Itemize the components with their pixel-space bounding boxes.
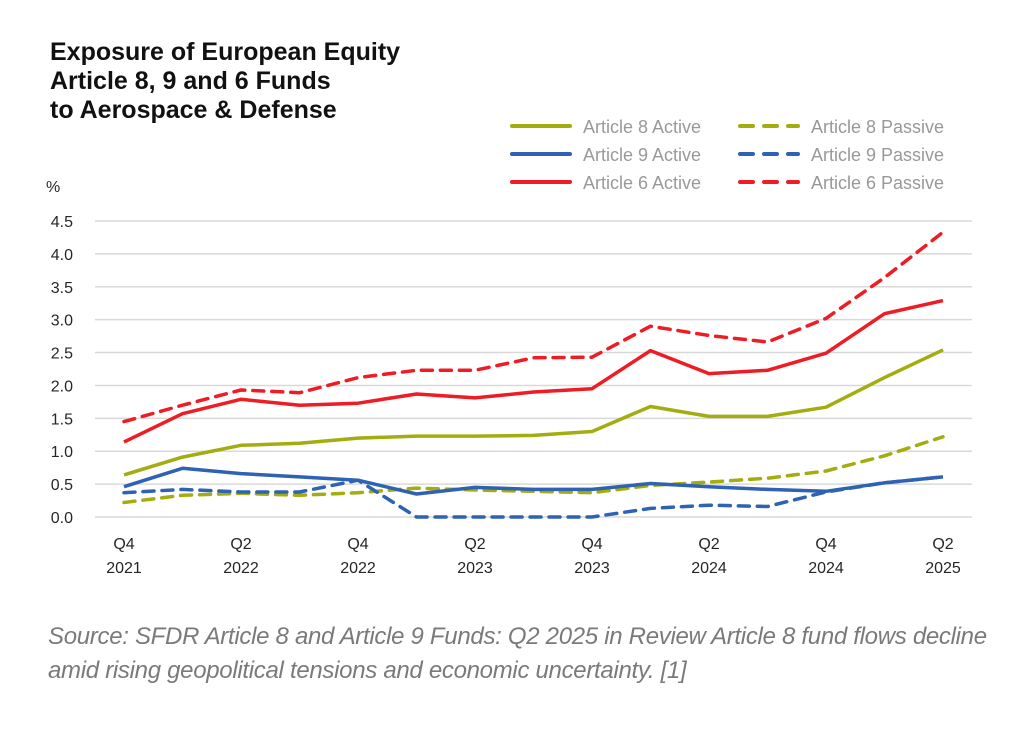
x-tick-label-year: 2023 — [574, 560, 610, 577]
y-tick-label: 4.5 — [51, 214, 73, 231]
x-tick-label-quarter: Q2 — [464, 536, 485, 553]
legend-label: Article 6 Passive — [811, 173, 944, 193]
series-line-article-9-passive — [122, 475, 945, 519]
y-tick-label: 2.0 — [51, 378, 73, 395]
legend-label: Article 8 Passive — [811, 117, 944, 137]
series-line-article-8-active — [123, 348, 944, 477]
x-tick-label-quarter: Q4 — [347, 536, 368, 553]
chart-title-line-2: Article 8, 9 and 6 Funds — [50, 67, 331, 95]
legend-label: Article 9 Active — [583, 145, 701, 165]
x-tick-label-quarter: Q2 — [230, 536, 251, 553]
legend: Article 8 Active Article 8 Passive Article… — [510, 117, 944, 193]
source-note: Source: SFDR Article 8 and Article 9 Fun… — [48, 623, 987, 684]
y-tick-label: 3.5 — [51, 280, 73, 297]
y-tick-label: 4.0 — [51, 247, 73, 264]
x-tick-label-year: 2023 — [457, 560, 493, 577]
y-tick-label: 2.5 — [51, 346, 73, 363]
x-tick-label-quarter: Q4 — [113, 536, 134, 553]
y-axis-label: % — [46, 179, 60, 196]
series-line-article-8-passive — [122, 435, 945, 505]
x-tick-label-year: 2022 — [340, 560, 376, 577]
y-tick-label: 1.0 — [51, 444, 73, 461]
series-line-article-6-passive — [122, 230, 945, 424]
series-line-article-6-active — [123, 298, 944, 444]
legend-label: Article 8 Active — [583, 117, 701, 137]
x-tick-label-quarter: Q4 — [581, 536, 602, 553]
x-tick-label-year: 2024 — [691, 560, 727, 577]
x-axis: Q4 2021 Q2 2022 Q4 2022 Q2 2023 Q4 2023 Q2 2024 Q4 20… — [106, 536, 961, 577]
legend-label: Article 9 Passive — [811, 145, 944, 165]
x-tick-label-quarter: Q2 — [932, 536, 953, 553]
chart-title-line-3: to Aerospace & Defense — [50, 96, 337, 124]
legend-label: Article 6 Active — [583, 173, 701, 193]
gridlines — [95, 220, 972, 518]
series-lines — [122, 230, 945, 519]
y-tick-label: 1.5 — [51, 411, 73, 428]
x-tick-label-year: 2025 — [925, 560, 961, 577]
x-tick-label-year: 2022 — [223, 560, 259, 577]
y-tick-label: 3.0 — [51, 313, 73, 330]
x-tick-label-year: 2024 — [808, 560, 844, 577]
y-tick-label: 0.5 — [51, 477, 73, 494]
chart-title: Exposure of European Equity Article 8, 9… — [50, 38, 400, 125]
x-tick-label-quarter: Q2 — [698, 536, 719, 553]
x-tick-label-quarter: Q4 — [815, 536, 836, 553]
x-tick-label-year: 2021 — [106, 560, 142, 577]
series-line-article-9-active — [123, 466, 944, 496]
chart-title-line-1: Exposure of European Equity — [50, 38, 401, 66]
y-axis: % 0.0 0.5 1.0 1.5 2.0 2.5 3.0 3.5 4.0 4.5 — [46, 179, 73, 527]
y-tick-label: 0.0 — [51, 510, 73, 527]
